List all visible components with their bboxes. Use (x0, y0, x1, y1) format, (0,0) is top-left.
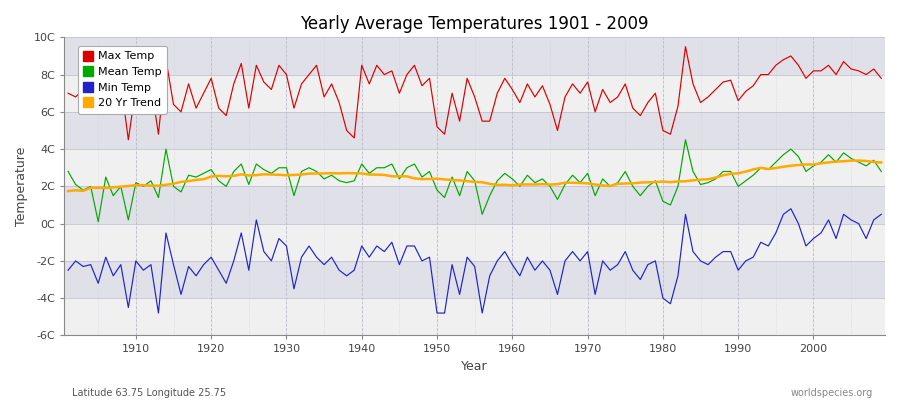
Y-axis label: Temperature: Temperature (15, 147, 28, 226)
Bar (64, 149, 885, 186)
Text: Latitude 63.75 Longitude 25.75: Latitude 63.75 Longitude 25.75 (72, 388, 226, 398)
Legend: Max Temp, Mean Temp, Min Temp, 20 Yr Trend: Max Temp, Mean Temp, Min Temp, 20 Yr Tre… (78, 46, 167, 114)
Bar (64, 112, 885, 149)
X-axis label: Year: Year (462, 360, 488, 373)
Bar (64, 186, 885, 224)
Title: Yearly Average Temperatures 1901 - 2009: Yearly Average Temperatures 1901 - 2009 (301, 15, 649, 33)
Bar (64, 298, 885, 336)
Bar (64, 37, 885, 74)
Bar (64, 224, 885, 261)
Bar (64, 74, 885, 112)
Bar (64, 261, 885, 298)
Text: worldspecies.org: worldspecies.org (791, 388, 873, 398)
